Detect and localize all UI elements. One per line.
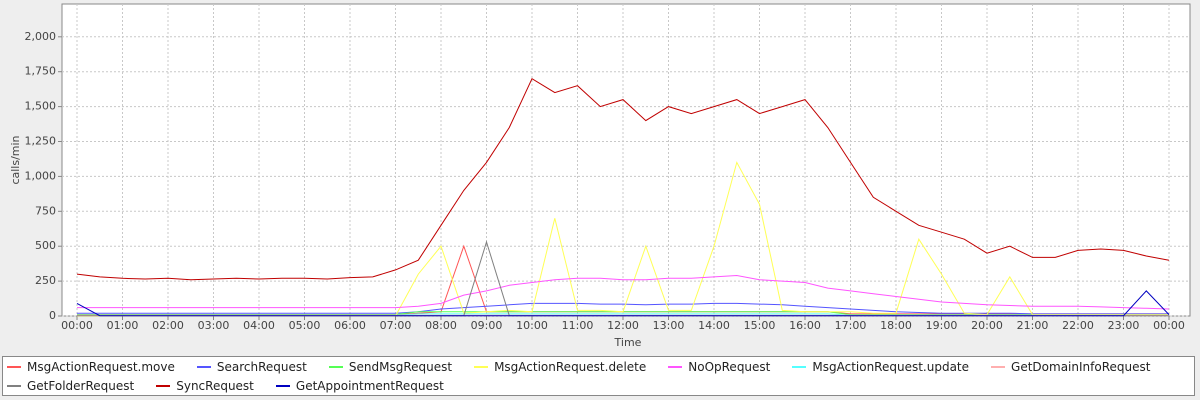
legend-item: MsgActionRequest.delete: [474, 358, 646, 376]
chart: Time calls/min 0 250 500 750 1,000 1,250 1,500…: [9, 3, 1191, 349]
x-tick-label: 21:00: [1017, 319, 1049, 332]
legend-label: MsgActionRequest.update: [812, 359, 970, 374]
series-line: [77, 274, 1170, 310]
legend-swatch: [474, 365, 489, 368]
x-tick-label: 20:00: [971, 319, 1003, 332]
x-tick-label: 23:00: [1108, 319, 1140, 332]
legend-item: SyncRequest: [156, 377, 254, 395]
x-tick-label: 18:00: [880, 319, 912, 332]
series-line: [76, 77, 1170, 281]
x-tick-label: 06:00: [334, 319, 366, 332]
x-tick-label: 04:00: [243, 319, 275, 332]
legend-swatch: [7, 365, 21, 368]
legend-swatch: [328, 365, 343, 368]
legend-item: SearchRequest: [196, 358, 307, 376]
x-tick-label: 17:00: [835, 319, 867, 332]
legend-item: GetAppointmentRequest: [275, 377, 444, 395]
x-tick-label: 02:00: [152, 319, 184, 332]
legend-swatch: [7, 384, 21, 387]
legend-swatch: [156, 384, 171, 387]
x-tick-label: 09:00: [471, 319, 503, 332]
y-axis-label: calls/min: [9, 135, 22, 184]
x-tick-label: 12:00: [607, 319, 639, 332]
x-tick-label: 08:00: [425, 319, 457, 332]
y-tick-label: 0: [49, 309, 56, 322]
x-tick-label: 11:00: [562, 319, 594, 332]
legend-item: SendMsgRequest: [328, 358, 453, 376]
y-tick-label: 1,750: [25, 65, 57, 78]
x-tick-label: 13:00: [653, 319, 685, 332]
x-tick-label: 16:00: [789, 319, 821, 332]
legend-item: NoOpRequest: [668, 358, 770, 376]
x-tick-label: 22:00: [1062, 319, 1094, 332]
legend-label: SyncRequest: [176, 378, 254, 393]
legend-label: SearchRequest: [216, 359, 307, 374]
x-tick-label: 00:00: [61, 319, 93, 332]
legend: MsgActionRequest.move SearchRequest SendMs…: [2, 356, 1195, 396]
legend-item: MsgActionRequest.update: [792, 358, 969, 376]
x-tick-label: 15:00: [744, 319, 776, 332]
legend-swatch: [275, 384, 290, 387]
legend-label: MsgActionRequest.move: [27, 359, 175, 374]
legend-swatch: [991, 365, 1006, 368]
x-tick-label: 07:00: [380, 319, 412, 332]
legend-item: GetDomainInfoRequest: [991, 358, 1150, 376]
series-line: [76, 290, 1170, 317]
legend-label: GetAppointmentRequest: [295, 378, 444, 393]
legend-label: SendMsgRequest: [348, 359, 453, 374]
x-tick-label: 05:00: [289, 319, 321, 332]
x-tick-label: 14:00: [698, 319, 730, 332]
legend-label: NoOpRequest: [688, 359, 771, 374]
legend-label: GetDomainInfoRequest: [1011, 359, 1151, 374]
legend-swatch: [196, 365, 211, 368]
x-tick-label: 19:00: [926, 319, 958, 332]
y-tick-label: 500: [35, 239, 56, 252]
x-axis-label: Time: [614, 336, 642, 349]
y-tick-label: 1,500: [25, 100, 57, 113]
plot-area: [61, 3, 1191, 317]
x-tick-label: 03:00: [198, 319, 230, 332]
legend-label: MsgActionRequest.delete: [494, 359, 647, 374]
y-tick-label: 750: [35, 204, 56, 217]
legend-item: GetFolderRequest: [7, 377, 134, 395]
legend-swatch: [668, 365, 683, 368]
legend-label: GetFolderRequest: [27, 378, 135, 393]
legend-item: MsgActionRequest.move: [7, 358, 175, 376]
y-tick-label: 1,000: [25, 169, 57, 182]
y-tick-label: 250: [35, 274, 56, 287]
y-tick-label: 1,250: [25, 135, 57, 148]
legend-swatch: [792, 365, 807, 368]
x-tick-label: 10:00: [516, 319, 548, 332]
x-tick-label: 01:00: [107, 319, 139, 332]
y-tick-label: 2,000: [25, 30, 57, 43]
series-line: [77, 302, 1169, 315]
x-tick-label: 00:00: [1153, 319, 1185, 332]
